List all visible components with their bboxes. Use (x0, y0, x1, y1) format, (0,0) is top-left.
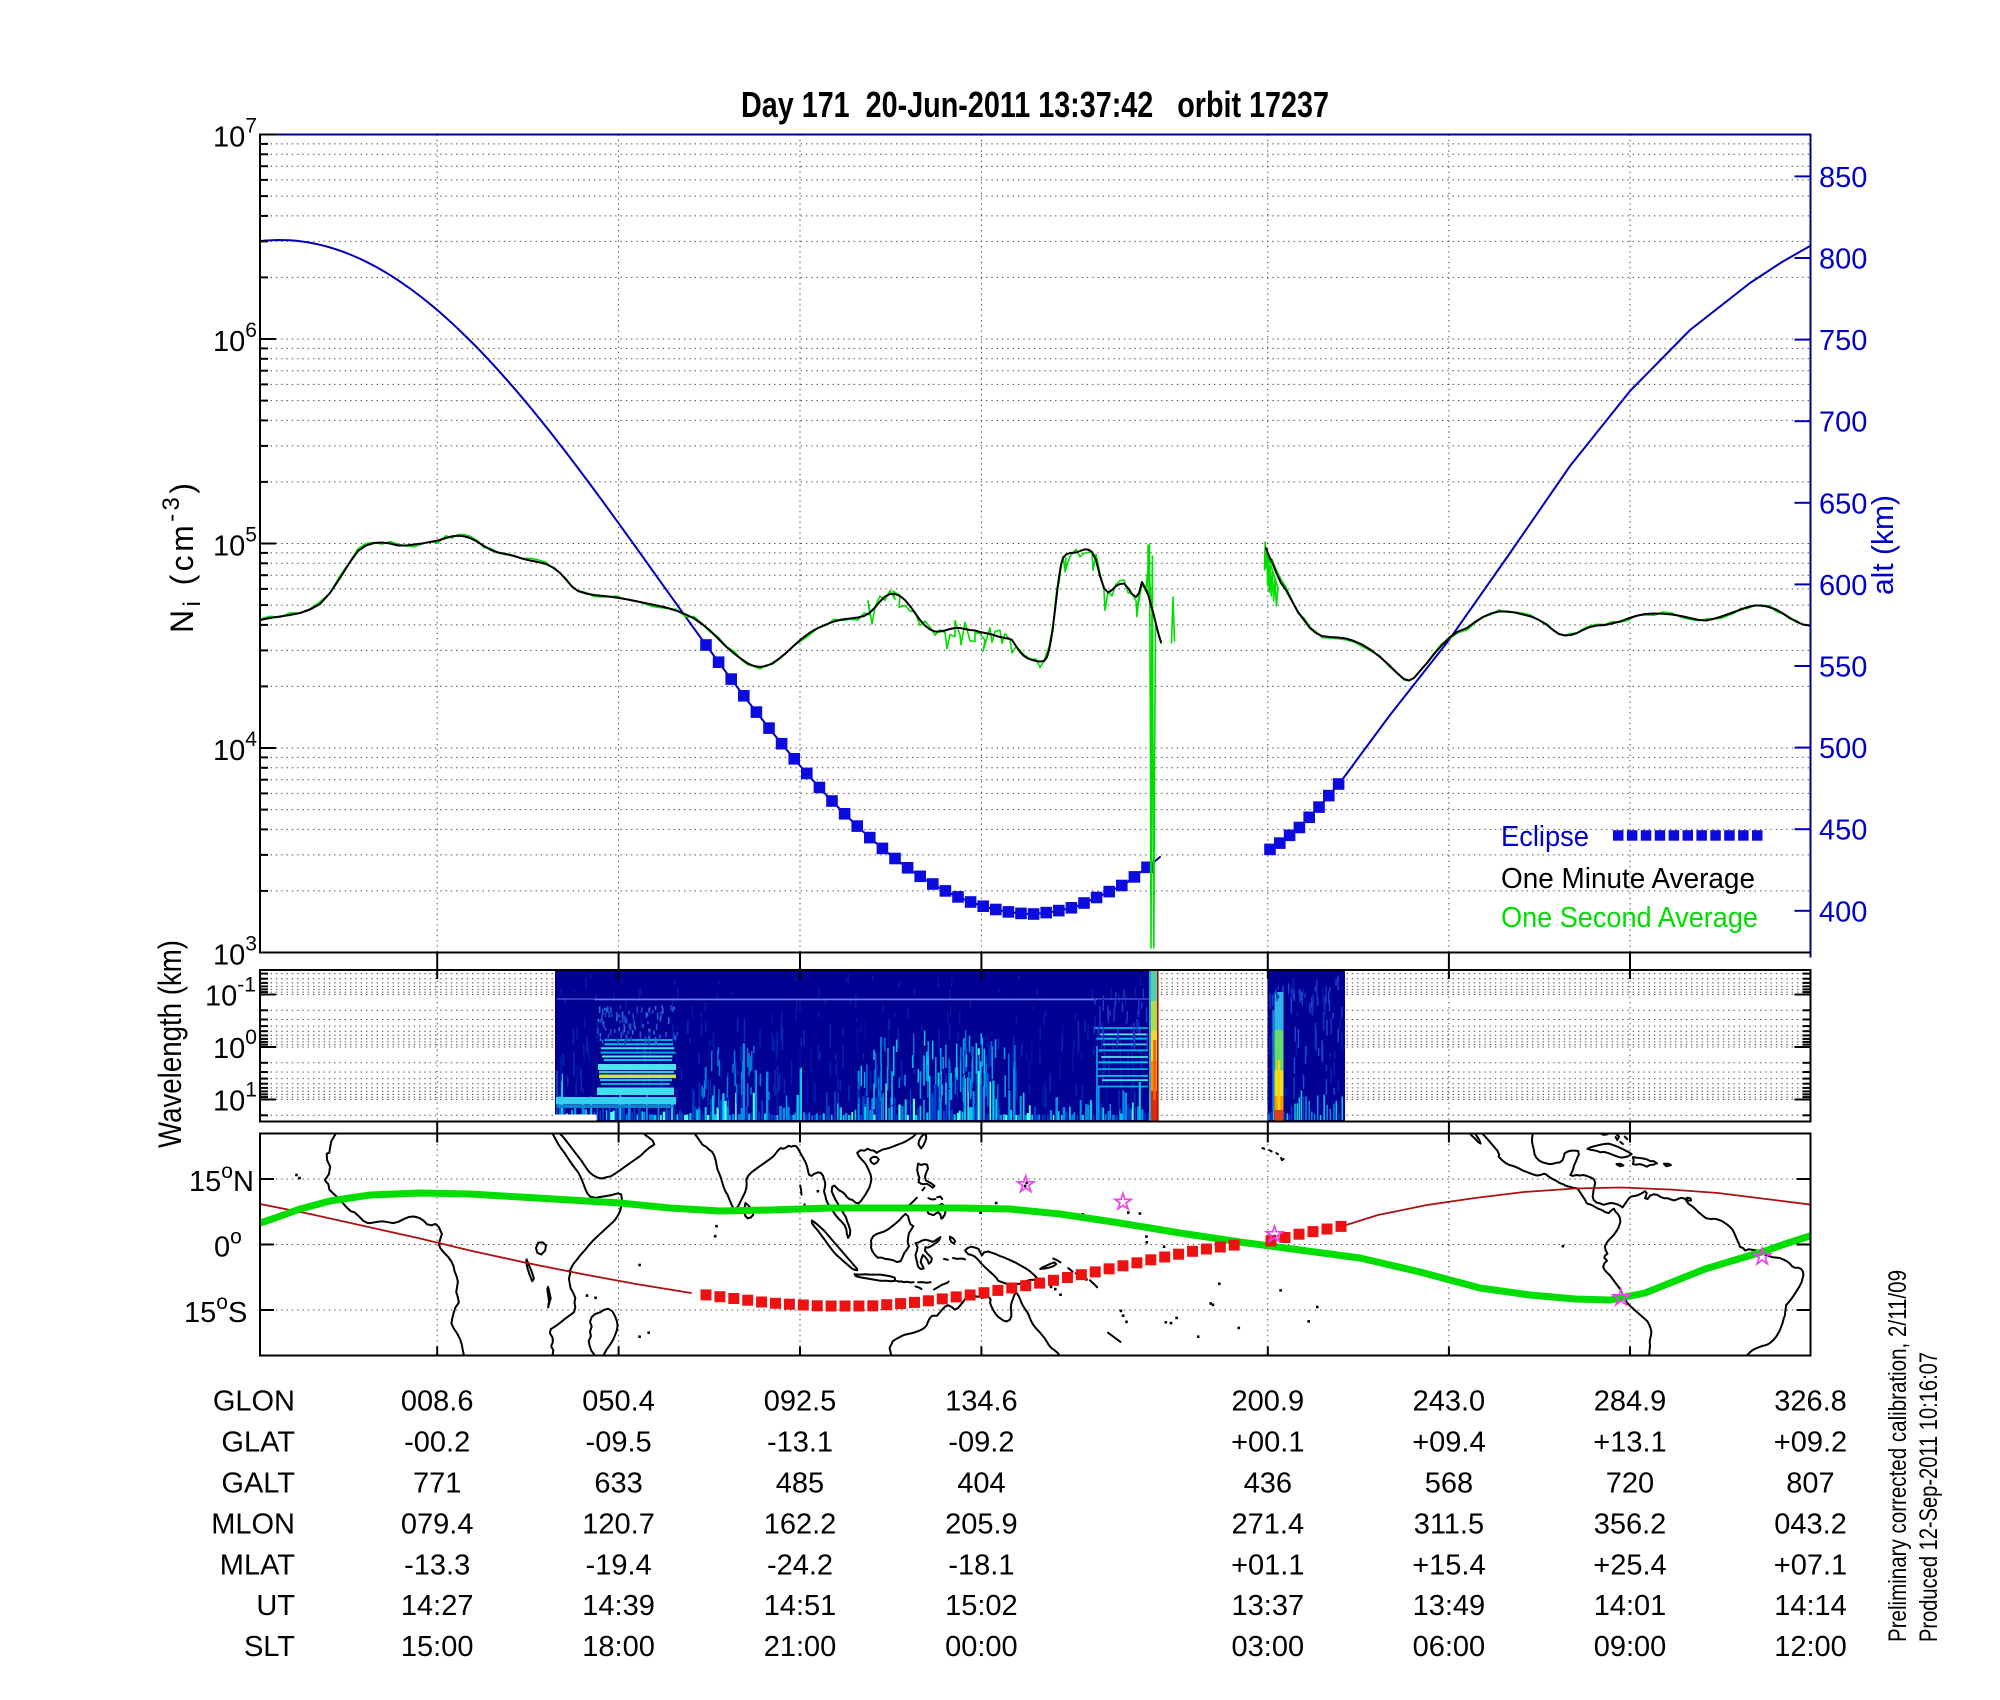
svg-text:-00.2: -00.2 (404, 1427, 470, 1459)
svg-text:+09.4: +09.4 (1412, 1427, 1485, 1459)
svg-text:633: 633 (594, 1468, 642, 1500)
svg-text:-13.1: -13.1 (767, 1427, 833, 1459)
svg-text:+13.1: +13.1 (1593, 1427, 1666, 1459)
svg-text:450: 450 (1819, 815, 1867, 847)
svg-text:15oS: 15oS (184, 1291, 247, 1329)
svg-text:Wavelength (km): Wavelength (km) (152, 940, 188, 1148)
svg-text:Day 171 20-Jun-2011 13:37:42: Day 171 20-Jun-2011 13:37:42 orbit 17237 (741, 84, 1329, 125)
svg-text:14:39: 14:39 (582, 1590, 655, 1622)
svg-text:050.4: 050.4 (582, 1386, 655, 1418)
svg-text:13:37: 13:37 (1232, 1590, 1305, 1622)
svg-text:205.9: 205.9 (945, 1509, 1018, 1541)
svg-text:alt (km): alt (km) (1865, 495, 1900, 595)
svg-text:243.0: 243.0 (1413, 1386, 1486, 1418)
svg-text:GALT: GALT (221, 1468, 295, 1500)
svg-text:700: 700 (1819, 407, 1867, 439)
svg-text:+25.4: +25.4 (1593, 1550, 1666, 1582)
svg-text:120.7: 120.7 (582, 1509, 655, 1541)
svg-text:15:02: 15:02 (945, 1590, 1018, 1622)
svg-text:09:00: 09:00 (1594, 1631, 1667, 1663)
svg-text:550: 550 (1819, 652, 1867, 684)
svg-text:00:00: 00:00 (945, 1631, 1018, 1663)
svg-text:800: 800 (1819, 244, 1867, 276)
svg-text:720: 720 (1606, 1468, 1654, 1500)
svg-text:SLT: SLT (244, 1631, 295, 1663)
svg-text:UT: UT (256, 1590, 295, 1622)
svg-text:600: 600 (1819, 570, 1867, 602)
svg-text:+01.1: +01.1 (1231, 1550, 1304, 1582)
svg-text:+07.1: +07.1 (1774, 1550, 1847, 1582)
svg-text:-18.1: -18.1 (948, 1550, 1014, 1582)
svg-text:14:01: 14:01 (1594, 1590, 1667, 1622)
svg-text:GLAT: GLAT (221, 1427, 295, 1459)
svg-text:Eclipse: Eclipse (1501, 821, 1589, 853)
svg-text:GLON: GLON (213, 1386, 295, 1418)
svg-text:404: 404 (957, 1468, 1005, 1500)
svg-text:18:00: 18:00 (582, 1631, 655, 1663)
svg-text:807: 807 (1786, 1468, 1834, 1500)
svg-text:271.4: 271.4 (1232, 1509, 1305, 1541)
svg-text:15oN: 15oN (189, 1160, 254, 1198)
svg-text:771: 771 (413, 1468, 461, 1500)
svg-text:500: 500 (1819, 733, 1867, 765)
svg-text:485: 485 (776, 1468, 824, 1500)
svg-text:400: 400 (1819, 896, 1867, 928)
svg-text:750: 750 (1819, 325, 1867, 357)
svg-text:079.4: 079.4 (401, 1509, 474, 1541)
svg-text:13:49: 13:49 (1413, 1590, 1486, 1622)
svg-text:092.5: 092.5 (764, 1386, 837, 1418)
svg-text:105: 105 (213, 524, 257, 563)
svg-text:15:00: 15:00 (401, 1631, 474, 1663)
svg-text:MLAT: MLAT (220, 1550, 295, 1582)
svg-text:One Minute Average: One Minute Average (1501, 863, 1755, 895)
svg-text:284.9: 284.9 (1594, 1386, 1667, 1418)
svg-text:Preliminary corrected calibrat: Preliminary corrected calibration, 2/11/… (1884, 1270, 1912, 1642)
svg-text:200.9: 200.9 (1232, 1386, 1305, 1418)
svg-text:356.2: 356.2 (1594, 1509, 1667, 1541)
svg-text:-09.5: -09.5 (586, 1427, 652, 1459)
svg-text:008.6: 008.6 (401, 1386, 474, 1418)
svg-text:+09.2: +09.2 (1774, 1427, 1847, 1459)
svg-text:-19.4: -19.4 (586, 1550, 652, 1582)
svg-text:-09.2: -09.2 (948, 1427, 1014, 1459)
svg-text:850: 850 (1819, 162, 1867, 194)
svg-text:06:00: 06:00 (1413, 1631, 1486, 1663)
svg-text:+15.4: +15.4 (1412, 1550, 1485, 1582)
svg-text:-13.3: -13.3 (404, 1550, 470, 1582)
svg-text:14:51: 14:51 (764, 1590, 837, 1622)
svg-text:043.2: 043.2 (1774, 1509, 1847, 1541)
svg-text:21:00: 21:00 (764, 1631, 837, 1663)
svg-text:One Second Average: One Second Average (1501, 902, 1758, 934)
svg-text:650: 650 (1819, 488, 1867, 520)
svg-text:311.5: 311.5 (1414, 1509, 1484, 1541)
svg-text:03:00: 03:00 (1232, 1631, 1305, 1663)
svg-text:MLON: MLON (211, 1509, 295, 1541)
svg-text:104: 104 (213, 728, 257, 767)
svg-text:134.6: 134.6 (945, 1386, 1018, 1418)
svg-text:14:14: 14:14 (1774, 1590, 1847, 1622)
svg-text:162.2: 162.2 (764, 1509, 837, 1541)
svg-text:326.8: 326.8 (1774, 1386, 1847, 1418)
svg-text:568: 568 (1425, 1468, 1473, 1500)
svg-text:14:27: 14:27 (401, 1590, 474, 1622)
svg-text:+00.1: +00.1 (1231, 1427, 1304, 1459)
svg-text:12:00: 12:00 (1774, 1631, 1847, 1663)
svg-text:-24.2: -24.2 (767, 1550, 833, 1582)
svg-text:436: 436 (1244, 1468, 1292, 1500)
svg-text:Produced 12-Sep-2011 10:16:07: Produced 12-Sep-2011 10:16:07 (1915, 1352, 1943, 1642)
